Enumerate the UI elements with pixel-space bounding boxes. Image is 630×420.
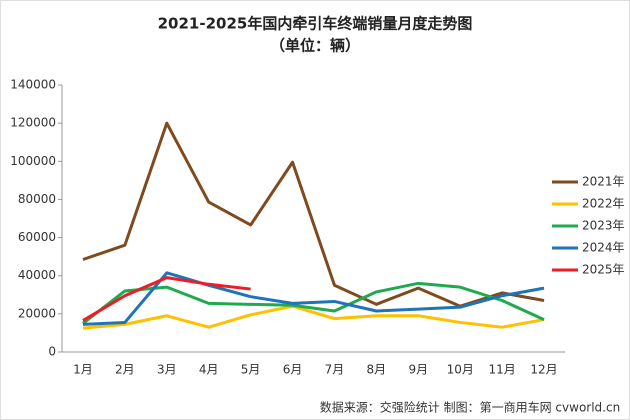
y-tick-label: 100000 <box>10 154 56 168</box>
y-tick-label: 140000 <box>10 78 56 92</box>
chart-subtitle: （单位：辆） <box>270 37 360 55</box>
x-tick-label: 5月 <box>241 363 261 377</box>
y-tick-label: 40000 <box>18 268 56 282</box>
x-tick-label: 12月 <box>530 363 557 377</box>
x-tick-label: 7月 <box>325 363 345 377</box>
y-tick-label: 80000 <box>18 192 56 206</box>
y-tick-label: 20000 <box>18 306 56 320</box>
y-tick-label: 120000 <box>10 116 56 130</box>
x-tick-label: 9月 <box>408 363 428 377</box>
x-tick-label: 2月 <box>115 363 135 377</box>
source-note: 数据来源：交强险统计 制图：第一商用车网 cvworld.cn <box>320 400 620 415</box>
y-tick-label: 60000 <box>18 230 56 244</box>
x-tick-label: 3月 <box>157 363 177 377</box>
chart-title: 2021-2025年国内牵引车终端销量月度走势图 <box>158 15 473 33</box>
x-tick-label: 1月 <box>73 363 93 377</box>
x-tick-label: 8月 <box>367 363 387 377</box>
legend-label: 2025年 <box>582 263 625 277</box>
legend-label: 2022年 <box>582 197 625 211</box>
legend-label: 2024年 <box>582 241 625 255</box>
series-line <box>82 304 545 330</box>
series-line <box>82 276 251 322</box>
x-tick-label: 10月 <box>447 363 474 377</box>
x-tick-label: 11月 <box>488 363 515 377</box>
y-tick-label: 0 <box>48 345 56 359</box>
x-tick-label: 4月 <box>199 363 219 377</box>
legend-label: 2023年 <box>582 219 625 233</box>
legend-label: 2021年 <box>582 175 625 189</box>
series-line <box>82 281 545 325</box>
x-tick-label: 6月 <box>283 363 303 377</box>
